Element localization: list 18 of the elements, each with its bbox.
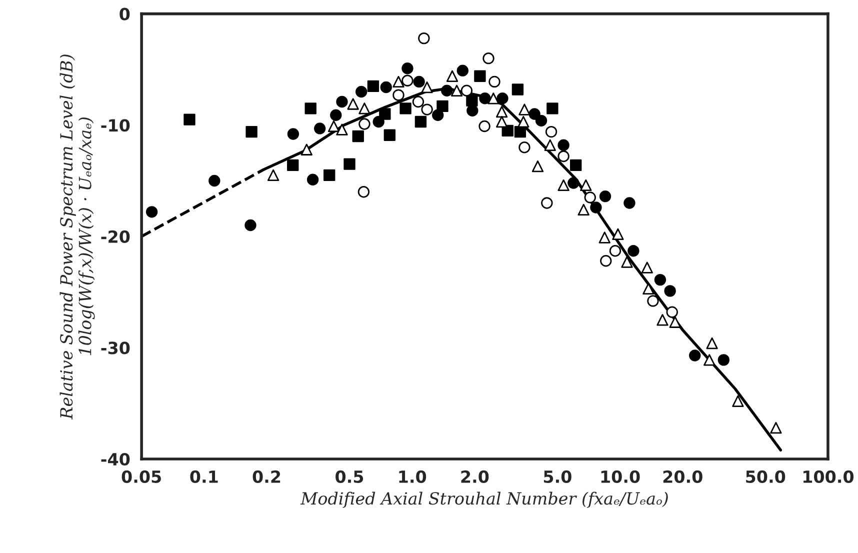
x-axis-title: Modified Axial Strouhal Number (fxaₑ/Uₑaₒ) — [300, 492, 668, 508]
x-tick-label: 100.0 — [803, 470, 854, 483]
x-tick-label: 10.0 — [601, 470, 640, 483]
x-tick-label: 0.5 — [336, 470, 364, 483]
y-tick-label: 0 — [120, 8, 130, 20]
y-tick-label: -10 — [101, 119, 130, 132]
x-tick-label: 50.0 — [746, 470, 786, 483]
x-tick-label: 0.1 — [190, 470, 218, 483]
x-tick-label: 5.0 — [544, 470, 572, 483]
y-tick-label: -40 — [101, 452, 130, 466]
x-tick-label: 2.0 — [461, 470, 489, 483]
y-axis-title: Relative Sound Power Spectrum Level (dB) 10log(W(f,x)/W(x) · Uₑaₒ/xaₑ) — [60, 54, 95, 420]
x-tick-label: 0.05 — [122, 470, 161, 483]
y-tick-label: -20 — [101, 230, 130, 243]
x-tick-label: 20.0 — [663, 470, 702, 483]
y-tick-label: -30 — [101, 342, 130, 354]
x-tick-label: 1.0 — [399, 470, 426, 483]
x-tick-label: 0.2 — [252, 470, 280, 483]
